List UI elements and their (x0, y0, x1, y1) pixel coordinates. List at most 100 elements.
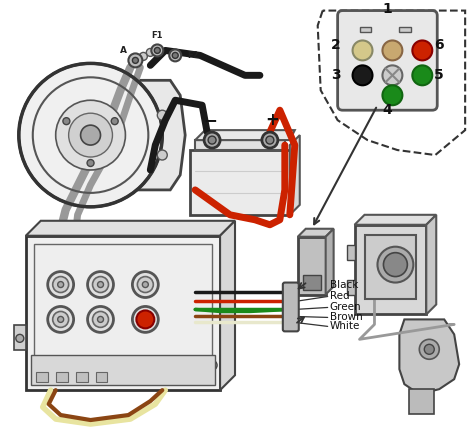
Circle shape (88, 306, 113, 332)
Text: Black: Black (329, 280, 358, 290)
Bar (26, 236, 220, 390)
Circle shape (419, 339, 439, 359)
Circle shape (169, 49, 181, 61)
Circle shape (172, 52, 178, 58)
Text: 6: 6 (435, 39, 444, 52)
Bar (346, 245, 355, 260)
Bar (36, 372, 48, 382)
Circle shape (98, 317, 103, 323)
Circle shape (92, 277, 109, 293)
Circle shape (132, 57, 138, 63)
Text: Brown: Brown (329, 312, 363, 323)
Polygon shape (400, 320, 459, 394)
Text: White: White (329, 321, 360, 331)
Polygon shape (195, 130, 295, 140)
Bar (76, 372, 88, 382)
Polygon shape (410, 389, 434, 414)
Circle shape (142, 281, 148, 287)
Circle shape (88, 272, 113, 297)
Circle shape (63, 118, 70, 125)
Circle shape (137, 311, 153, 327)
Bar (14, 325, 26, 350)
Text: Green: Green (329, 302, 361, 312)
Text: A: A (120, 46, 127, 55)
Circle shape (69, 113, 112, 157)
Circle shape (353, 65, 373, 85)
Circle shape (377, 247, 413, 283)
Circle shape (157, 110, 167, 120)
Text: +: + (265, 111, 279, 129)
Circle shape (383, 85, 402, 105)
Circle shape (132, 306, 158, 332)
Polygon shape (326, 229, 334, 294)
Circle shape (412, 65, 432, 85)
Circle shape (383, 253, 407, 277)
Bar (360, 27, 372, 33)
Bar (195, 140, 285, 150)
FancyBboxPatch shape (337, 11, 437, 110)
Text: 3: 3 (331, 68, 340, 82)
Bar (400, 27, 411, 33)
Text: F2: F2 (187, 51, 199, 60)
Polygon shape (298, 229, 334, 237)
Bar (303, 275, 321, 290)
Polygon shape (120, 80, 185, 190)
Circle shape (155, 48, 160, 54)
Polygon shape (290, 135, 300, 215)
Text: 4: 4 (383, 103, 392, 117)
Circle shape (137, 277, 153, 293)
Circle shape (128, 54, 142, 67)
Text: F1: F1 (152, 31, 163, 40)
Bar (55, 372, 68, 382)
Circle shape (58, 317, 64, 323)
Bar (298, 237, 326, 294)
Polygon shape (220, 221, 235, 390)
Polygon shape (426, 215, 436, 314)
Circle shape (19, 63, 162, 207)
Circle shape (53, 311, 69, 327)
Circle shape (157, 150, 167, 160)
Bar (190, 150, 290, 215)
Circle shape (146, 48, 155, 56)
Circle shape (266, 136, 274, 144)
Circle shape (262, 132, 278, 148)
Circle shape (137, 311, 155, 328)
Circle shape (412, 40, 432, 60)
Circle shape (132, 272, 158, 297)
Circle shape (92, 311, 109, 327)
Circle shape (111, 118, 118, 125)
Circle shape (53, 277, 69, 293)
Text: −: − (203, 111, 217, 129)
Circle shape (424, 344, 434, 354)
Circle shape (98, 281, 103, 287)
Circle shape (87, 160, 94, 166)
Circle shape (383, 40, 402, 60)
Text: 2: 2 (331, 39, 340, 52)
Circle shape (204, 132, 220, 148)
Circle shape (142, 317, 148, 323)
Circle shape (383, 65, 402, 85)
Circle shape (81, 125, 100, 145)
Circle shape (58, 281, 64, 287)
Circle shape (207, 360, 217, 370)
Circle shape (48, 306, 73, 332)
Bar (34, 244, 212, 382)
Circle shape (48, 272, 73, 297)
Text: 1: 1 (383, 2, 392, 15)
Text: 5: 5 (434, 68, 444, 82)
Bar (31, 355, 215, 385)
Circle shape (16, 334, 24, 342)
Polygon shape (355, 215, 436, 225)
Circle shape (353, 40, 373, 60)
Circle shape (55, 100, 126, 170)
Bar (346, 280, 355, 294)
Bar (355, 225, 426, 314)
Text: Red: Red (329, 291, 349, 302)
Bar (96, 372, 108, 382)
Circle shape (151, 45, 163, 56)
Bar (365, 235, 416, 299)
Polygon shape (26, 221, 235, 236)
Circle shape (208, 136, 216, 144)
Circle shape (139, 52, 147, 60)
FancyBboxPatch shape (283, 283, 299, 331)
